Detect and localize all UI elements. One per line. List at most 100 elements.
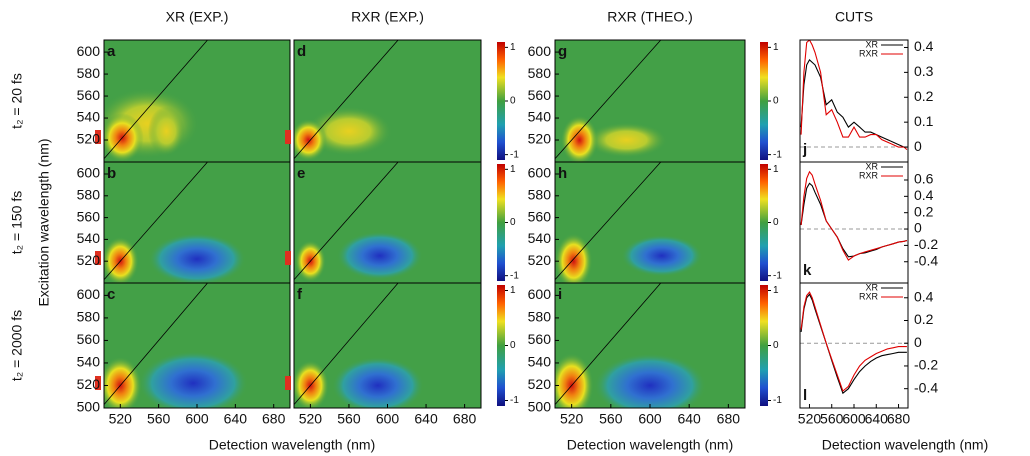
y-tick-label: 580 [528,65,552,81]
colorbar [497,164,505,281]
x-axis-label: Detection wavelength (nm) [822,437,989,453]
cut-line [800,170,908,261]
y-tick-label: 520 [77,131,101,147]
y-tick-label: 520 [528,252,552,268]
panel-letter: c [107,286,115,303]
line-layer [800,40,908,151]
y-tick-label: 600 [528,43,552,59]
colorbar [497,285,505,406]
colorbar-tick-label: -1 [773,395,782,406]
y-tick-label: 580 [528,186,552,202]
pump-marker [285,251,291,265]
heatmap-layer [555,40,668,162]
colorbar-tick-label: -1 [510,270,519,281]
plot-background [800,40,908,162]
heatmap-blob [137,350,249,408]
x-tick-label: 680 [717,411,741,427]
panel-letter: a [107,43,116,60]
y-tick-label: -0.2 [914,357,938,373]
cut-line [800,59,907,148]
legend-label: RXR [859,291,879,301]
y-tick-label: 560 [77,87,101,103]
colorbar-tick-label: 1 [773,164,779,175]
y-tick-label: 0 [914,334,922,350]
x-tick-label: 680 [262,411,286,427]
diagonal [104,162,208,280]
heatmap-blob [294,118,327,162]
panel: 1 0 -1 i 500 520 540 560 580 600 520 560 600 640 680 De… [528,282,782,453]
x-axis-label: Detection wavelength (nm) [567,437,734,453]
y-tick-label: 560 [77,331,101,347]
diagonal [104,40,208,159]
heatmap-blob [331,356,425,408]
diagonal [294,40,399,159]
y-tick-label: 600 [77,165,101,181]
colorbar-tick-label: 1 [510,285,516,296]
y-tick-label: 540 [528,109,552,125]
x-tick-label: 520 [798,411,822,427]
heatmap-layer [104,40,208,162]
y-tick-label: 0.4 [914,38,934,54]
panel-letter: f [297,286,303,303]
plot-background [800,162,908,283]
panel: b 520 540 560 580 600 t₂ = 150 fs Excitation wa… [9,138,291,307]
y-tick-label: 0.2 [914,88,934,104]
x-tick-label: 640 [414,411,438,427]
x-tick-label: 560 [337,411,361,427]
legend-label: XR [865,161,878,171]
y-tick-label: 540 [77,109,101,125]
colorbar-tick-label: 1 [773,285,779,296]
y-tick-label: 600 [528,286,552,302]
x-tick-label: 520 [109,411,133,427]
panel-letter: j [802,141,807,158]
panel-letter: b [107,165,116,182]
x-tick-label: 640 [865,411,889,427]
line-layer [800,170,908,261]
colorbar-tick-label: -1 [510,149,519,160]
y-tick-label: 600 [77,286,101,302]
heatmap-layer [294,162,423,283]
colorbar [760,285,768,406]
x-axis-label: Detection wavelength (nm) [209,437,376,453]
y-tick-label: 600 [77,43,101,59]
y-tick-label: 540 [77,354,101,370]
heatmap-blob [555,233,593,283]
colorbar-tick-label: 0 [773,96,779,107]
y-tick-label: 500 [77,399,101,415]
y-tick-label: 520 [528,131,552,147]
x-tick-label: 600 [842,411,866,427]
colorbar-tick-label: -1 [773,270,782,281]
pump-marker [285,130,291,144]
plot-background [800,283,908,408]
pump-marker [95,130,101,144]
colorbar-tick-label: 1 [510,164,516,175]
y-tick-label: 560 [528,331,552,347]
y-tick-label: 0 [914,138,922,154]
y-tick-label: -0.4 [914,379,938,395]
y-tick-label: 560 [77,208,101,224]
column-title: RXR (THEO.) [607,9,693,25]
heatmap-blob [585,122,668,158]
y-tick-label: 520 [77,252,101,268]
cut-line [800,293,907,395]
x-tick-label: 640 [677,411,701,427]
pump-marker [285,376,291,390]
x-tick-label: 680 [887,411,911,427]
colorbar-tick-label: 0 [773,340,779,351]
x-tick-label: 520 [560,411,584,427]
x-tick-label: 600 [185,411,209,427]
colorbar-tick-label: 1 [773,42,779,53]
colorbar-tick-label: 0 [773,217,779,228]
legend-label: XR [865,39,878,49]
x-tick-label: 600 [376,411,400,427]
y-tick-label: 520 [77,376,101,392]
diagonal [294,162,399,280]
panel: 1 0 -1 f 520 560 600 640 680 [285,282,519,427]
colorbar [497,42,505,160]
panel: a 520 540 560 580 600 XR (EXP.) t₂ = 20 fs [9,9,291,163]
colorbar-tick-label: -1 [510,395,519,406]
